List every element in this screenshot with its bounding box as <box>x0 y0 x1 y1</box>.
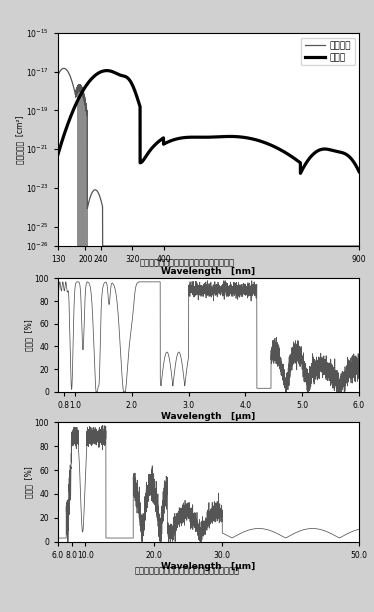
Legend: 酸素分子, オゾン: 酸素分子, オゾン <box>301 37 355 65</box>
X-axis label: Wavelength   [μm]: Wavelength [μm] <box>161 412 256 422</box>
X-axis label: Wavelength   [μm]: Wavelength [μm] <box>161 562 256 572</box>
Text: 二酸化炭素と水（水蒸気）の透過率スペクトル: 二酸化炭素と水（水蒸気）の透過率スペクトル <box>135 567 239 575</box>
Y-axis label: 透過率  [%]: 透過率 [%] <box>24 319 33 351</box>
Y-axis label: 吸収断面積  [cm²]: 吸収断面積 [cm²] <box>16 115 25 164</box>
X-axis label: Wavelength   [nm]: Wavelength [nm] <box>162 267 255 276</box>
Y-axis label: 透過率  [%]: 透過率 [%] <box>24 466 33 498</box>
Text: 酸素分子とオゾンの吸収断面積スペクトル: 酸素分子とオゾンの吸収断面積スペクトル <box>140 258 234 267</box>
